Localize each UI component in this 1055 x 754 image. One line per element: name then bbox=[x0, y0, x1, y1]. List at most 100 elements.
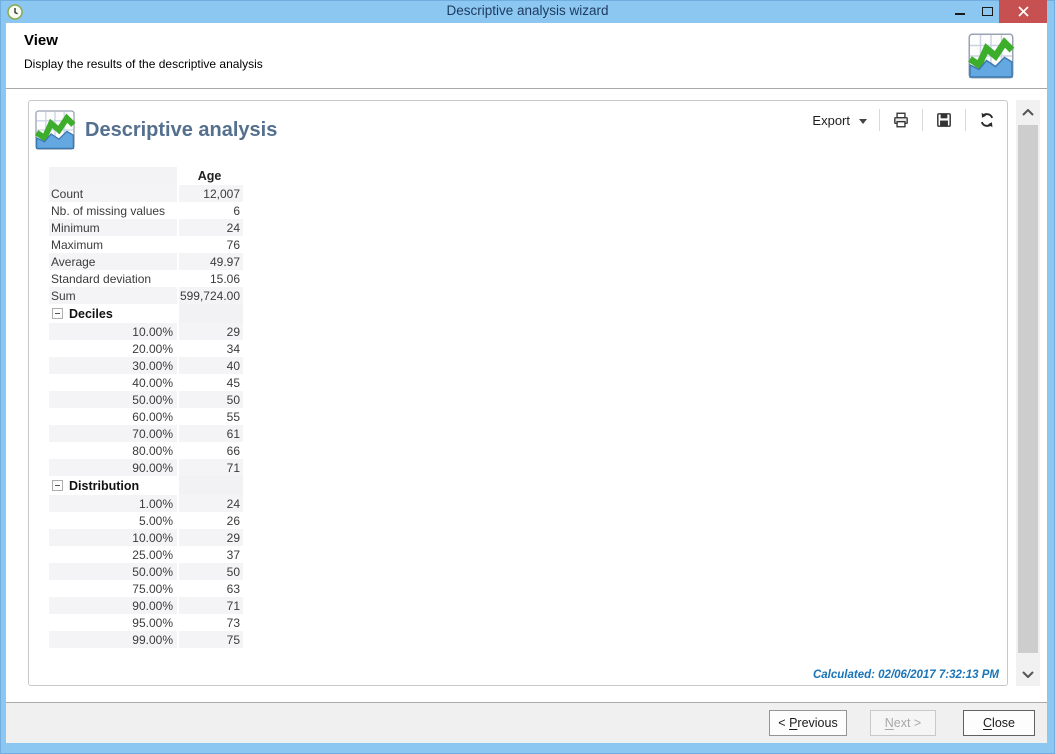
distribution-rows: 1.00% 24 5.00% 26 10.00% 29 bbox=[49, 495, 243, 648]
stats-rows: Count 12,007 Nb. of missing values 6 Min… bbox=[49, 185, 243, 304]
table-row: 95.00% 73 bbox=[49, 614, 243, 631]
row-label: Average bbox=[51, 254, 96, 269]
row-value: 61 bbox=[177, 425, 243, 442]
row-label: 60.00% bbox=[132, 409, 173, 424]
close-button[interactable] bbox=[999, 0, 1047, 23]
row-label: 75.00% bbox=[132, 581, 173, 596]
scroll-up-button[interactable] bbox=[1016, 102, 1040, 122]
scroll-down-button[interactable] bbox=[1016, 664, 1040, 684]
report-header: Descriptive analysis bbox=[34, 109, 277, 151]
minimize-button[interactable] bbox=[945, 0, 975, 23]
row-label: 95.00% bbox=[132, 615, 173, 630]
row-value: 24 bbox=[177, 495, 243, 512]
row-label: 70.00% bbox=[132, 426, 173, 441]
row-value: 66 bbox=[177, 442, 243, 459]
step-title: View bbox=[24, 32, 58, 49]
scroll-thumb[interactable] bbox=[1018, 125, 1038, 653]
row-value: 73 bbox=[177, 614, 243, 631]
collapse-icon[interactable] bbox=[52, 480, 63, 491]
header-label-cell bbox=[49, 167, 177, 185]
export-button[interactable]: Export bbox=[807, 108, 872, 132]
row-label: 30.00% bbox=[132, 358, 173, 373]
chart-grid-icon bbox=[34, 109, 76, 151]
maximize-button[interactable] bbox=[975, 0, 999, 23]
next-button[interactable]: Next > bbox=[870, 710, 936, 736]
refresh-button[interactable] bbox=[973, 108, 1001, 132]
refresh-icon bbox=[980, 112, 994, 128]
dropdown-caret-icon bbox=[859, 118, 867, 124]
table-row: 75.00% 63 bbox=[49, 580, 243, 597]
table-row: Count 12,007 bbox=[49, 185, 243, 202]
row-value: 71 bbox=[177, 459, 243, 476]
maximize-icon bbox=[981, 7, 993, 16]
deciles-rows: 10.00% 29 20.00% 34 30.00% 40 bbox=[49, 323, 243, 476]
row-label: 1.00% bbox=[138, 496, 173, 511]
minimize-icon bbox=[955, 13, 965, 15]
close-button-footer[interactable]: Close bbox=[963, 710, 1035, 736]
titlebar[interactable]: Descriptive analysis wizard bbox=[0, 0, 1055, 23]
row-value: 599,724.00 bbox=[177, 287, 243, 304]
section-title: Deciles bbox=[69, 306, 113, 321]
table-row: 1.00% 24 bbox=[49, 495, 243, 512]
row-value: 6 bbox=[177, 202, 243, 219]
results-panel: Descriptive analysis Export bbox=[28, 100, 1008, 686]
row-value: 34 bbox=[177, 340, 243, 357]
table-row: Standard deviation 15.06 bbox=[49, 270, 243, 287]
row-value: 29 bbox=[177, 529, 243, 546]
toolbar-separator bbox=[879, 109, 880, 131]
table-row: Sum 599,724.00 bbox=[49, 287, 243, 304]
row-value: 24 bbox=[177, 219, 243, 236]
table-row: 10.00% 29 bbox=[49, 529, 243, 546]
row-label: Minimum bbox=[51, 220, 100, 235]
collapse-icon[interactable] bbox=[52, 308, 63, 319]
row-label: Count bbox=[51, 186, 84, 201]
row-value: 15.06 bbox=[177, 270, 243, 287]
save-button[interactable] bbox=[930, 108, 958, 132]
table-row: 25.00% 37 bbox=[49, 546, 243, 563]
print-button[interactable] bbox=[887, 108, 915, 132]
row-label: 99.00% bbox=[132, 632, 173, 647]
table-header-row: Age bbox=[49, 167, 243, 185]
floppy-save-icon bbox=[937, 113, 951, 127]
previous-button[interactable]: < Previous bbox=[769, 710, 847, 736]
row-label: 25.00% bbox=[132, 547, 173, 562]
footer-bar: < Previous Next > Close bbox=[6, 702, 1047, 743]
row-value: 50 bbox=[177, 391, 243, 408]
row-value: 40 bbox=[177, 357, 243, 374]
row-value: 63 bbox=[177, 580, 243, 597]
row-label: Maximum bbox=[51, 237, 104, 252]
table-row: Average 49.97 bbox=[49, 253, 243, 270]
chevron-up-icon bbox=[1022, 108, 1034, 116]
report-toolbar: Export bbox=[807, 107, 1001, 133]
row-value: 75 bbox=[177, 631, 243, 648]
table-row: 5.00% 26 bbox=[49, 512, 243, 529]
calculated-timestamp: Calculated: 02/06/2017 7:32:13 PM bbox=[812, 669, 999, 681]
row-value: 37 bbox=[177, 546, 243, 563]
table-row: Maximum 76 bbox=[49, 236, 243, 253]
vertical-scrollbar[interactable] bbox=[1016, 100, 1040, 686]
report-title: Descriptive analysis bbox=[85, 118, 278, 141]
table-row: 90.00% 71 bbox=[49, 459, 243, 476]
wizard-step-header: View Display the results of the descript… bbox=[6, 23, 1047, 89]
table-row: 40.00% 45 bbox=[49, 374, 243, 391]
row-label: 20.00% bbox=[132, 341, 173, 356]
table-row: 50.00% 50 bbox=[49, 563, 243, 580]
chart-grid-icon bbox=[967, 32, 1015, 80]
table-row: 99.00% 75 bbox=[49, 631, 243, 648]
statistics-table: Age Count 12,007 Nb. of missing values 6 bbox=[49, 167, 243, 648]
row-label: 5.00% bbox=[138, 513, 173, 528]
close-icon bbox=[1017, 6, 1029, 17]
window-title: Descriptive analysis wizard bbox=[446, 3, 609, 18]
table-row: 30.00% 40 bbox=[49, 357, 243, 374]
row-value: 45 bbox=[177, 374, 243, 391]
export-label: Export bbox=[812, 112, 850, 128]
row-value: 26 bbox=[177, 512, 243, 529]
app-logo-icon bbox=[7, 4, 23, 20]
chevron-down-icon bbox=[1022, 670, 1034, 678]
dialog-body: View Display the results of the descript… bbox=[6, 23, 1047, 743]
table-row: 10.00% 29 bbox=[49, 323, 243, 340]
section-value-fill bbox=[177, 304, 243, 323]
row-value: 71 bbox=[177, 597, 243, 614]
row-value: 12,007 bbox=[177, 185, 243, 202]
section-title: Distribution bbox=[69, 478, 140, 493]
